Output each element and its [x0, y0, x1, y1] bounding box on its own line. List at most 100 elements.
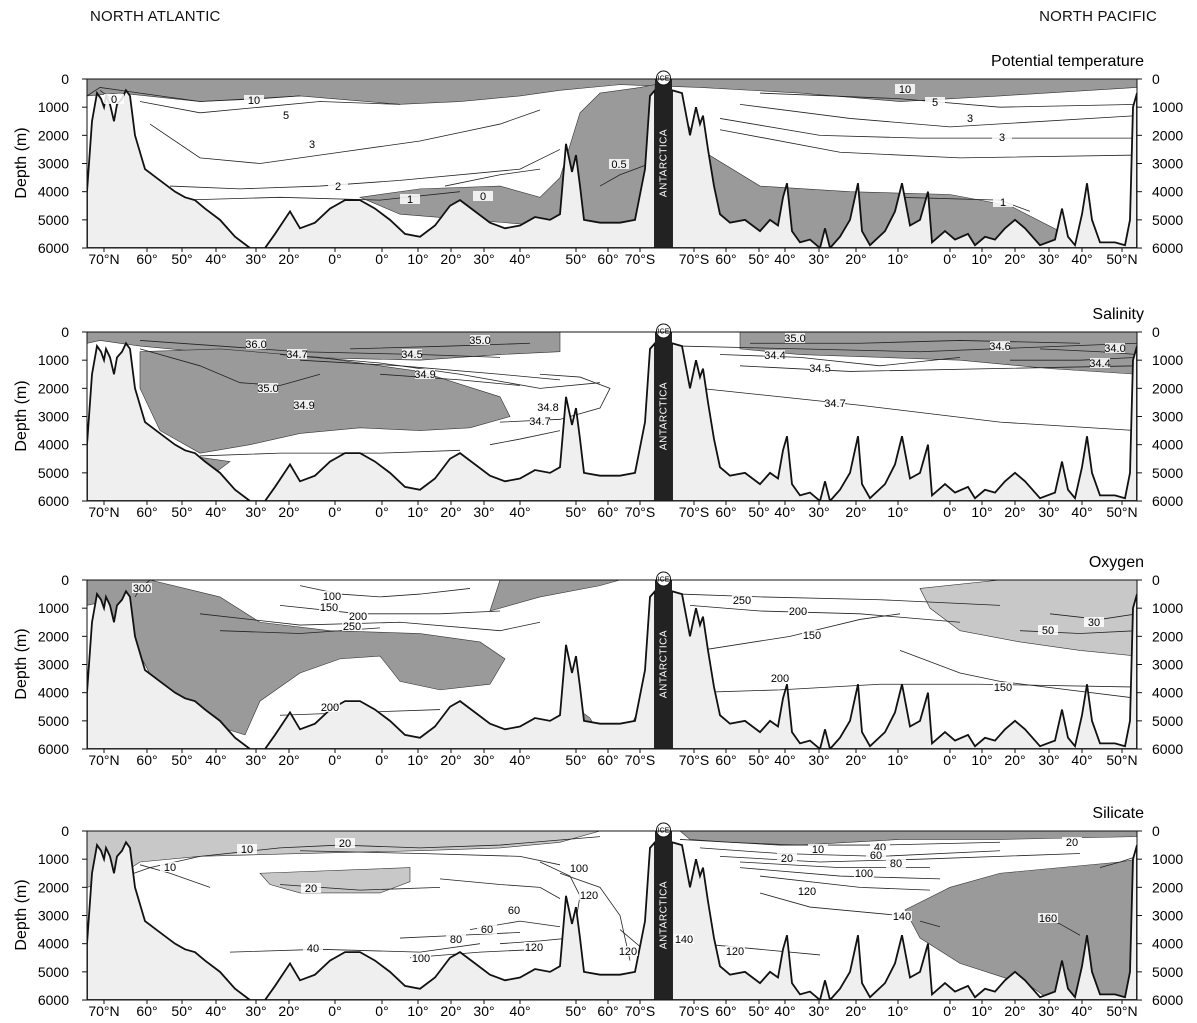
latitude-tick-label: 20° — [278, 504, 299, 520]
latitude-tick-label: 30° — [1038, 251, 1059, 267]
contour-label: 300 — [133, 583, 151, 595]
depth-tick-label-left: 4000 — [38, 184, 69, 200]
latitude-tick-label: 20° — [440, 251, 461, 267]
depth-tick-label-left: 2000 — [38, 127, 69, 143]
depth-tick-label-left: 4000 — [38, 936, 69, 952]
depth-tick-label-right: 3000 — [1152, 409, 1183, 425]
latitude-tick-label: 50°N — [1106, 752, 1137, 768]
contour-label: 160 — [1039, 913, 1057, 925]
contour-label: 40 — [307, 943, 319, 955]
panel-title: Silicate — [1092, 805, 1144, 822]
latitude-tick-label: 0° — [375, 1003, 388, 1019]
latitude-tick-label: 0° — [943, 251, 956, 267]
panel-title: Salinity — [1092, 306, 1144, 323]
latitude-tick-label: 40° — [205, 504, 226, 520]
depth-tick-label-right: 6000 — [1152, 493, 1183, 509]
contour-label: 120 — [580, 890, 598, 902]
contour-label: 34.7 — [824, 398, 845, 410]
latitude-tick-label: 20° — [278, 752, 299, 768]
latitude-tick-label: 0° — [943, 504, 956, 520]
latitude-tick-label: 10° — [887, 504, 908, 520]
antarctica-label: ANTARCTICA — [659, 630, 670, 698]
latitude-tick-label: 40° — [1071, 251, 1092, 267]
contour-label: 2 — [335, 181, 341, 193]
contour-label: 34.0 — [1104, 343, 1125, 355]
latitude-tick-label: 50° — [171, 752, 192, 768]
depth-tick-label-right: 5000 — [1152, 713, 1183, 729]
contour-label: 5 — [932, 97, 938, 109]
latitude-tick-label: 20° — [845, 1003, 866, 1019]
depth-tick-label-left: 3000 — [38, 156, 69, 172]
latitude-tick-label: 70°N — [88, 1003, 119, 1019]
contour-label: 3 — [967, 113, 973, 125]
contour-label: 200 — [789, 606, 807, 618]
contour-label: 34.7 — [286, 349, 307, 361]
panel-title: Potential temperature — [991, 53, 1144, 70]
contour-label: 60 — [481, 924, 493, 936]
contour-label: 0 — [111, 94, 117, 106]
y-axis-label: Depth (m) — [13, 628, 30, 699]
depth-tick-label-left: 3000 — [38, 409, 69, 425]
latitude-tick-label: 30° — [808, 251, 829, 267]
depth-tick-label-right: 4000 — [1152, 184, 1183, 200]
contour-label: 100 — [570, 863, 588, 875]
latitude-tick-label: 30° — [808, 1003, 829, 1019]
latitude-tick-label: 0° — [943, 1003, 956, 1019]
y-axis-label: Depth (m) — [13, 380, 30, 451]
latitude-tick-label: 60° — [715, 251, 736, 267]
latitude-tick-label: 60° — [136, 504, 157, 520]
depth-tick-label-right: 0 — [1152, 572, 1160, 588]
latitude-tick-label: 40° — [1071, 752, 1092, 768]
latitude-tick-label: 30° — [245, 251, 266, 267]
contour-label: 100 — [855, 868, 873, 880]
latitude-tick-label: 0° — [375, 752, 388, 768]
latitude-tick-label: 10° — [887, 752, 908, 768]
contour-label: 250 — [343, 621, 361, 633]
latitude-tick-label: 30° — [245, 504, 266, 520]
contour-label: 1 — [407, 194, 413, 206]
depth-tick-label-left: 1000 — [38, 99, 69, 115]
latitude-tick-label: 70°N — [88, 752, 119, 768]
latitude-tick-label: 60° — [136, 1003, 157, 1019]
depth-tick-label-right: 5000 — [1152, 964, 1183, 980]
contour-label: 20 — [1066, 837, 1078, 849]
latitude-tick-label: 10° — [887, 1003, 908, 1019]
latitude-tick-label: 70°N — [88, 504, 119, 520]
contour-label: 20 — [781, 853, 793, 865]
latitude-tick-label: 40° — [509, 504, 530, 520]
latitude-tick-label: 10° — [971, 504, 992, 520]
contour-label: 36.0 — [245, 339, 266, 351]
latitude-tick-label: 50° — [748, 504, 769, 520]
latitude-tick-label: 20° — [845, 504, 866, 520]
latitude-tick-label: 40° — [774, 251, 795, 267]
latitude-tick-label: 40° — [205, 251, 226, 267]
contour-label: 120 — [726, 946, 744, 958]
depth-tick-label-right: 0 — [1152, 324, 1160, 340]
latitude-tick-label: 50°N — [1106, 504, 1137, 520]
depth-tick-label-right: 6000 — [1152, 741, 1183, 757]
contour-label: 250 — [733, 595, 751, 607]
contour-label: 60 — [508, 905, 520, 917]
latitude-tick-label: 40° — [774, 504, 795, 520]
depth-tick-label-right: 5000 — [1152, 465, 1183, 481]
contour-label: 34.6 — [989, 341, 1010, 353]
latitude-tick-label: 70°S — [679, 504, 710, 520]
depth-tick-label-right: 5000 — [1152, 212, 1183, 228]
depth-tick-label-right: 0 — [1152, 71, 1160, 87]
latitude-tick-label: 40° — [509, 752, 530, 768]
latitude-tick-label: 50° — [565, 251, 586, 267]
latitude-tick-label: 20° — [278, 1003, 299, 1019]
depth-tick-label-left: 6000 — [38, 992, 69, 1008]
depth-tick-label-right: 2000 — [1152, 127, 1183, 143]
latitude-tick-label: 40° — [205, 752, 226, 768]
contour-label: 150 — [803, 630, 821, 642]
depth-tick-label-left: 1000 — [38, 600, 69, 616]
latitude-tick-label: 60° — [715, 1003, 736, 1019]
latitude-tick-label: 70°S — [679, 251, 710, 267]
depth-tick-label-left: 1000 — [38, 851, 69, 867]
latitude-tick-label: 60° — [136, 752, 157, 768]
depth-tick-label-left: 5000 — [38, 465, 69, 481]
depth-tick-label-right: 4000 — [1152, 936, 1183, 952]
depth-tick-label-left: 3000 — [38, 657, 69, 673]
